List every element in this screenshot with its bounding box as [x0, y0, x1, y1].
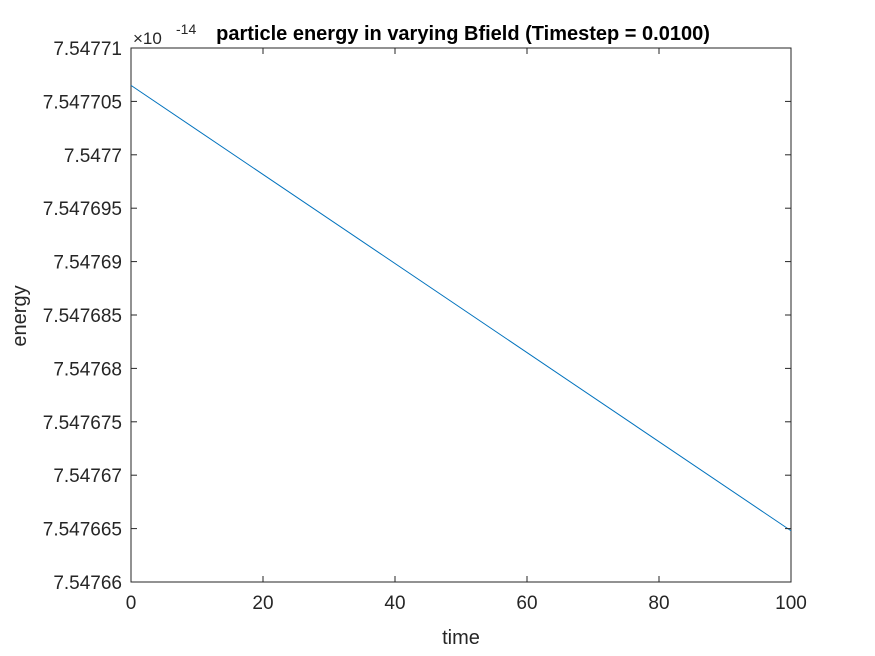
x-tick-label: 20 [252, 593, 273, 614]
x-tick-label: 40 [384, 593, 405, 614]
y-tick-label: 7.547705 [43, 92, 122, 113]
chart-title: particle energy in varying Bfield (Times… [216, 23, 710, 45]
y-tick-label: 7.54768 [53, 359, 122, 380]
x-tick-label: 60 [516, 593, 537, 614]
y-axis-ticks: 7.54766 7.547665 7.54767 7.547675 7.54768 7.5… [43, 39, 791, 594]
y-exponent-power: -14 [176, 21, 196, 37]
y-axis-label: energy [9, 285, 31, 346]
y-tick-label: 7.5477 [64, 146, 122, 167]
y-tick-label: 7.54769 [53, 253, 122, 274]
x-axis-label: time [442, 627, 480, 649]
y-tick-label: 7.54766 [53, 573, 122, 594]
y-exponent-base: ×10 [133, 29, 162, 48]
x-tick-label: 80 [648, 593, 669, 614]
y-tick-label: 7.547675 [43, 413, 122, 434]
y-tick-label: 7.547665 [43, 520, 122, 541]
y-tick-label: 7.547695 [43, 199, 122, 220]
x-tick-label: 0 [126, 593, 137, 614]
series-layer [130, 84, 792, 532]
y-tick-label: 7.547685 [43, 306, 122, 327]
series-line-0 [130, 84, 792, 532]
y-tick-label: 7.54767 [53, 466, 122, 487]
x-axis-ticks: 0 20 40 60 80 100 [126, 48, 807, 614]
x-tick-label: 100 [775, 593, 807, 614]
y-tick-label: 7.54771 [53, 39, 122, 60]
